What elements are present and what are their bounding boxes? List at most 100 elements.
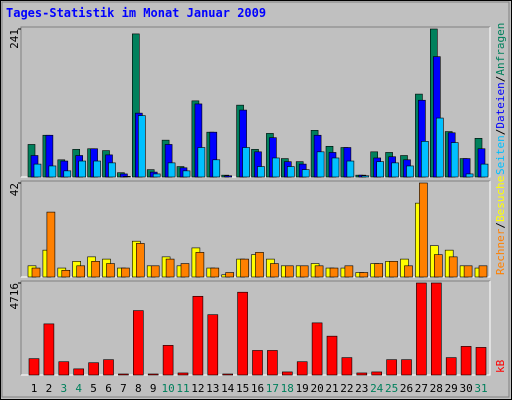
bar	[31, 267, 41, 278]
legend-separator: /	[494, 129, 507, 136]
panel-edge	[20, 180, 490, 277]
bar	[341, 357, 353, 376]
bar	[108, 162, 116, 178]
bar	[28, 358, 40, 376]
bar	[311, 322, 323, 376]
bar	[359, 272, 369, 278]
bar	[416, 282, 427, 376]
chart-title: Tages-Statistik im Monat Januar 2009	[6, 6, 266, 20]
bar	[73, 368, 84, 376]
x-tick-label: 1	[31, 382, 38, 395]
bar	[448, 256, 458, 278]
x-tick-label: 22	[340, 382, 353, 395]
bar	[272, 157, 280, 178]
bar	[180, 263, 190, 278]
bar	[316, 151, 325, 178]
x-tick-label: 16	[251, 382, 264, 395]
bar	[177, 372, 189, 376]
x-tick-label: 13	[206, 382, 219, 395]
legend-separator: /	[494, 222, 507, 229]
bar	[329, 267, 339, 278]
x-tick-label: 6	[105, 382, 112, 395]
bar	[48, 165, 57, 178]
panel-edge	[20, 280, 490, 375]
bar	[91, 261, 100, 278]
legend-entry: Rechner	[494, 228, 507, 275]
bar	[421, 141, 429, 178]
bar	[182, 170, 191, 178]
x-tick-label: 17	[266, 382, 279, 395]
bar	[435, 117, 444, 178]
x-tick-label: 31	[474, 382, 487, 395]
y-tick-label: 4716	[8, 283, 21, 310]
bar	[389, 261, 398, 278]
bar	[138, 115, 146, 178]
x-tick-label: 15	[236, 382, 249, 395]
x-tick-label: 28	[430, 382, 443, 395]
x-tick-label: 27	[415, 382, 428, 395]
x-tick-label: 26	[400, 382, 413, 395]
bar	[445, 357, 457, 376]
bar	[63, 170, 72, 178]
legend-entry: kB	[494, 359, 507, 373]
bar	[404, 265, 413, 278]
x-tick-label: 4	[75, 382, 82, 395]
panel-edge	[21, 281, 491, 376]
bar	[224, 175, 232, 178]
bar	[255, 252, 264, 278]
bar	[222, 373, 233, 376]
x-tick-label: 7	[120, 382, 127, 395]
legend: kB	[494, 359, 507, 373]
y-tick-label: 241	[8, 29, 21, 49]
x-tick-label: 25	[385, 382, 398, 395]
bar	[346, 160, 355, 178]
bar	[58, 361, 70, 376]
bar	[197, 147, 206, 178]
legend-entry: Dateien	[494, 82, 507, 128]
x-tick-label: 3	[60, 382, 67, 395]
x-tick-label: 24	[370, 382, 384, 395]
bar	[463, 265, 473, 278]
bar	[123, 176, 131, 178]
x-tick-label: 11	[176, 382, 189, 395]
bar	[478, 265, 488, 278]
bar	[150, 265, 160, 278]
x-tick-label: 21	[325, 382, 338, 395]
bar	[192, 295, 204, 376]
legend-entry: Anfragen	[494, 23, 507, 76]
bar	[195, 252, 205, 278]
bar	[118, 373, 129, 376]
bar	[326, 335, 338, 376]
bar	[465, 173, 474, 178]
x-tick-label: 14	[221, 382, 235, 395]
bar	[46, 211, 56, 278]
bar	[162, 345, 174, 376]
bar	[391, 162, 399, 178]
bar	[212, 159, 221, 178]
bar	[314, 265, 324, 278]
bar	[207, 314, 219, 376]
bar	[419, 182, 428, 278]
bar	[299, 265, 309, 278]
bar	[210, 267, 220, 278]
x-tick-label: 8	[135, 382, 142, 395]
legend-separator: /	[494, 76, 507, 83]
bar	[406, 165, 414, 178]
bar	[88, 362, 99, 376]
legend-entry: Seiten	[494, 135, 507, 175]
bar	[460, 346, 472, 376]
bar	[344, 265, 354, 278]
bar	[61, 269, 71, 278]
y-tick-label: 42	[8, 183, 21, 196]
bar	[286, 166, 295, 178]
x-tick-label: 20	[310, 382, 323, 395]
x-tick-label: 5	[90, 382, 97, 395]
x-tick-label: 12	[191, 382, 204, 395]
bar	[133, 310, 144, 376]
bar	[147, 373, 159, 376]
bar	[430, 282, 442, 376]
x-tick-label: 18	[281, 382, 294, 395]
bar	[433, 254, 443, 278]
